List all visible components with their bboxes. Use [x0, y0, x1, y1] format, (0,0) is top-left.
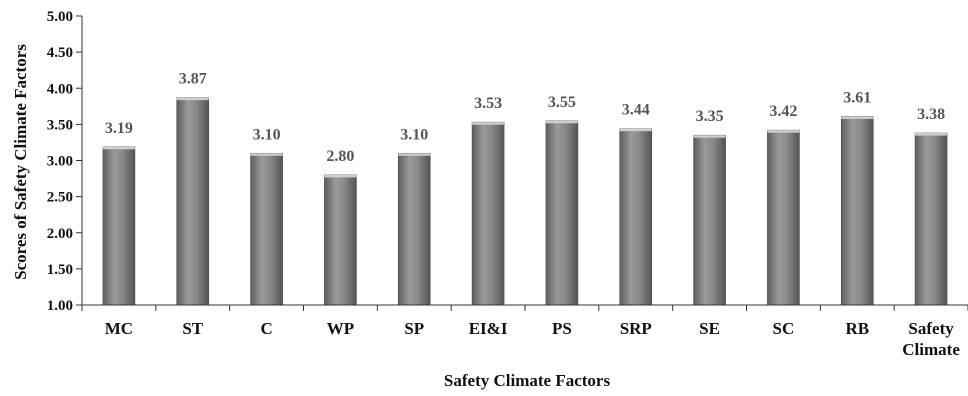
bar-top-highlight [767, 130, 800, 133]
x-tick-label: C [260, 319, 272, 338]
bar-top-highlight [398, 153, 431, 156]
data-label: 3.53 [474, 95, 502, 112]
x-tick-label: Safety Climate [902, 319, 960, 359]
bar-top-highlight [324, 174, 357, 178]
y-axis-title-group: Scores of Safety Climate Factors [11, 44, 30, 280]
bar [840, 116, 874, 306]
data-label: 3.44 [622, 102, 650, 119]
bar [102, 146, 136, 306]
y-axis-title: Scores of Safety Climate Factors [11, 44, 30, 280]
data-label: 3.38 [917, 106, 945, 123]
data-label: 3.87 [179, 71, 207, 88]
bar [914, 132, 948, 306]
bars [102, 97, 948, 306]
y-tick-label: 1.50 [47, 262, 73, 278]
x-axis-title: Safety Climate Factors [444, 371, 611, 390]
y-tick-label: 2.00 [47, 226, 73, 242]
bar-top-highlight [545, 120, 578, 124]
x-tick-label: RB [845, 319, 869, 338]
x-tick-label: SP [404, 319, 424, 338]
x-tick-label: WP [327, 319, 354, 338]
y-tick-label: 4.00 [47, 81, 73, 97]
x-tick-label: MC [105, 319, 133, 338]
bar-top-highlight [250, 153, 283, 156]
bar [176, 97, 210, 306]
x-tick-label: SC [773, 319, 795, 338]
data-label: 2.80 [326, 148, 354, 165]
bar-top-highlight [472, 122, 505, 125]
bar [693, 134, 726, 306]
bar-top-highlight [693, 135, 726, 138]
data-label: 3.19 [105, 120, 133, 137]
x-tick-label: EI&I [469, 319, 508, 338]
data-label: 3.10 [253, 126, 281, 143]
bar [619, 128, 653, 306]
data-label: 3.35 [696, 108, 724, 125]
bar [324, 174, 357, 306]
y-axis-ticks: 1.00 1.50 2.00 2.50 3.00 3.50 4.00 4.50 5.00 [47, 9, 82, 314]
x-tick-label: PS [552, 319, 572, 338]
y-tick-label: 5.00 [47, 9, 73, 25]
x-tick-label: ST [182, 319, 203, 338]
bar-top-highlight [915, 133, 948, 136]
x-axis-categories: MC ST C WP SP EI&I PS SRP SE SC RB Safety Climate [81, 305, 968, 359]
bar [250, 152, 283, 306]
bar-top-highlight [102, 146, 135, 150]
bar [545, 120, 579, 306]
bar [471, 121, 505, 306]
data-label: 3.42 [769, 103, 797, 120]
data-label: 3.61 [843, 89, 871, 106]
x-tick-label: SE [699, 319, 720, 338]
y-tick-label: 3.50 [47, 117, 73, 133]
bar-top-highlight [176, 97, 209, 101]
bar-top-highlight [841, 116, 874, 119]
x-tick-label: SRP [620, 319, 652, 338]
data-label: 3.55 [548, 94, 576, 111]
y-tick-label: 4.50 [47, 45, 73, 61]
y-tick-label: 3.00 [47, 154, 73, 170]
y-tick-label: 1.00 [47, 298, 73, 314]
bar [397, 152, 431, 306]
data-labels: 3.19 3.87 3.10 2.80 3.10 3.53 3.55 3.44 3.35 3.42… [105, 71, 945, 165]
data-label: 3.10 [400, 126, 428, 143]
bar [767, 129, 800, 306]
bar-top-highlight [619, 128, 652, 132]
y-tick-label: 2.50 [47, 190, 73, 206]
